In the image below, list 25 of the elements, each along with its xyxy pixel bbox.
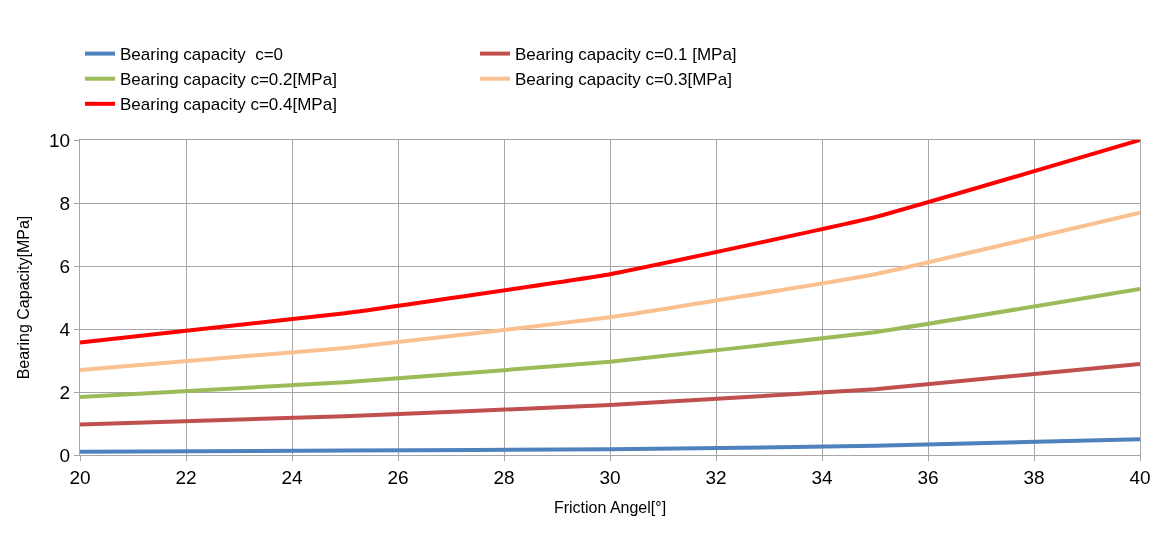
x-tick-label: 38 <box>1023 466 1045 488</box>
y-tick-label: 8 <box>59 192 71 214</box>
x-axis-title: Friction Angel[°] <box>553 499 667 517</box>
y-tick-label: 4 <box>59 318 71 340</box>
line-series <box>80 437 1140 454</box>
x-tick-label: 24 <box>281 466 303 488</box>
x-tick-label: 40 <box>1129 466 1151 488</box>
x-tick-label: 32 <box>705 466 727 488</box>
x-tick-label: 20 <box>69 466 91 488</box>
legend-label: Bearing capacity c=0.4[MPa] <box>120 95 337 115</box>
legend-label: Bearing capacity c=0.1 [MPa] <box>515 45 737 65</box>
x-tick-label: 30 <box>599 466 621 488</box>
x-tick-label: 36 <box>917 466 939 488</box>
y-tick-label: 6 <box>59 255 71 277</box>
y-tick-label: 2 <box>59 381 71 403</box>
legend-label: Bearing capacity c=0.2[MPa] <box>120 70 337 90</box>
y-tick-label: 10 <box>49 129 71 151</box>
x-tick-label: 34 <box>811 466 833 488</box>
legend-label: Bearing capacity c=0 <box>120 45 284 65</box>
y-tick-label: 0 <box>59 444 71 466</box>
legend-label: Bearing capacity c=0.3[MPa] <box>515 70 732 90</box>
x-tick-label: 26 <box>387 466 409 488</box>
x-tick-label: 28 <box>493 466 515 488</box>
x-tick-label: 22 <box>175 466 197 488</box>
y-axis-title: Bearing Capacity[MPa] <box>14 215 32 380</box>
